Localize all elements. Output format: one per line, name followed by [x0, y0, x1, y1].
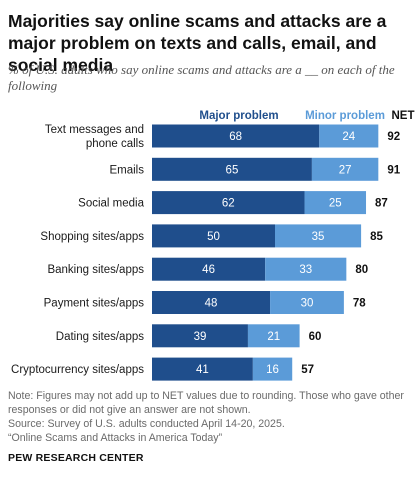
stacked-bar-chart: Major problem Minor problem NET Text mes…: [11, 110, 415, 381]
bar-minor: [311, 157, 379, 181]
category-label: Cryptocurrency sites/apps: [11, 364, 144, 376]
value-label-major: 65: [226, 164, 239, 176]
net-value-label: 60: [309, 331, 322, 343]
bar-major: [152, 191, 305, 215]
value-label-major: 48: [205, 298, 218, 310]
bar-minor: [319, 124, 379, 148]
value-label-minor: 21: [267, 331, 280, 343]
net-value-label: 87: [375, 198, 388, 210]
value-label-major: 50: [207, 231, 220, 243]
category-label: Dating sites/apps: [56, 331, 144, 343]
source-text: Source: Survey of U.S. adults conducted …: [8, 418, 285, 430]
value-label-major: 62: [222, 198, 235, 210]
bar-rows: Text messages and phone calls 68 24 92 Emails…: [11, 124, 401, 381]
bar-major: [152, 157, 312, 181]
source-organization: PEW RESEARCH CENTER: [8, 452, 144, 464]
value-label-minor: 33: [299, 264, 312, 276]
note-text: Note: Figures may not add up to NET valu…: [8, 390, 404, 416]
category-label: Social media: [78, 198, 144, 210]
bar-major: [152, 291, 271, 314]
value-label-minor: 27: [339, 164, 352, 176]
net-value-label: 91: [387, 164, 400, 176]
value-label-minor: 16: [266, 364, 279, 376]
legend-major: Major problem: [199, 110, 278, 122]
category-label: Shopping sites/apps: [40, 231, 144, 243]
bar-minor: [252, 357, 293, 381]
net-value-label: 78: [353, 298, 366, 310]
bar-major: [152, 257, 266, 281]
chart-title: Majorities say online scams and attacks …: [8, 11, 387, 75]
category-label: Emails: [109, 164, 144, 176]
bar-major: [152, 124, 320, 148]
value-label-major: 39: [194, 331, 207, 343]
value-label-minor: 24: [342, 131, 355, 143]
bar-minor: [265, 257, 347, 281]
category-label: Banking sites/apps: [47, 264, 144, 276]
category-label: Payment sites/apps: [44, 298, 145, 310]
report-title: “Online Scams and Attacks in America Tod…: [8, 432, 223, 444]
bar-major: [152, 357, 253, 381]
value-label-minor: 30: [301, 298, 314, 310]
legend-minor: Minor problem: [305, 110, 385, 122]
value-label-major: 41: [196, 364, 209, 376]
bar-minor: [270, 291, 344, 314]
value-label-major: 46: [202, 264, 215, 276]
net-value-label: 80: [355, 264, 368, 276]
value-label-minor: 35: [312, 231, 325, 243]
value-label-minor: 25: [329, 198, 342, 210]
chart-subtitle: % of U.S. adults who say online scams an…: [8, 62, 395, 93]
bar-major: [152, 224, 275, 248]
bar-minor: [247, 324, 300, 348]
net-value-label: 92: [387, 131, 400, 143]
category-label: Text messages and phone calls: [45, 124, 144, 150]
bar-minor: [275, 224, 362, 248]
value-label-major: 68: [229, 131, 242, 143]
notes: Note: Figures may not add up to NET valu…: [8, 389, 412, 445]
bar-minor: [304, 191, 367, 215]
net-value-label: 57: [301, 364, 314, 376]
legend-net: NET: [392, 110, 415, 122]
bar-major: [152, 324, 248, 348]
net-value-label: 85: [370, 231, 383, 243]
